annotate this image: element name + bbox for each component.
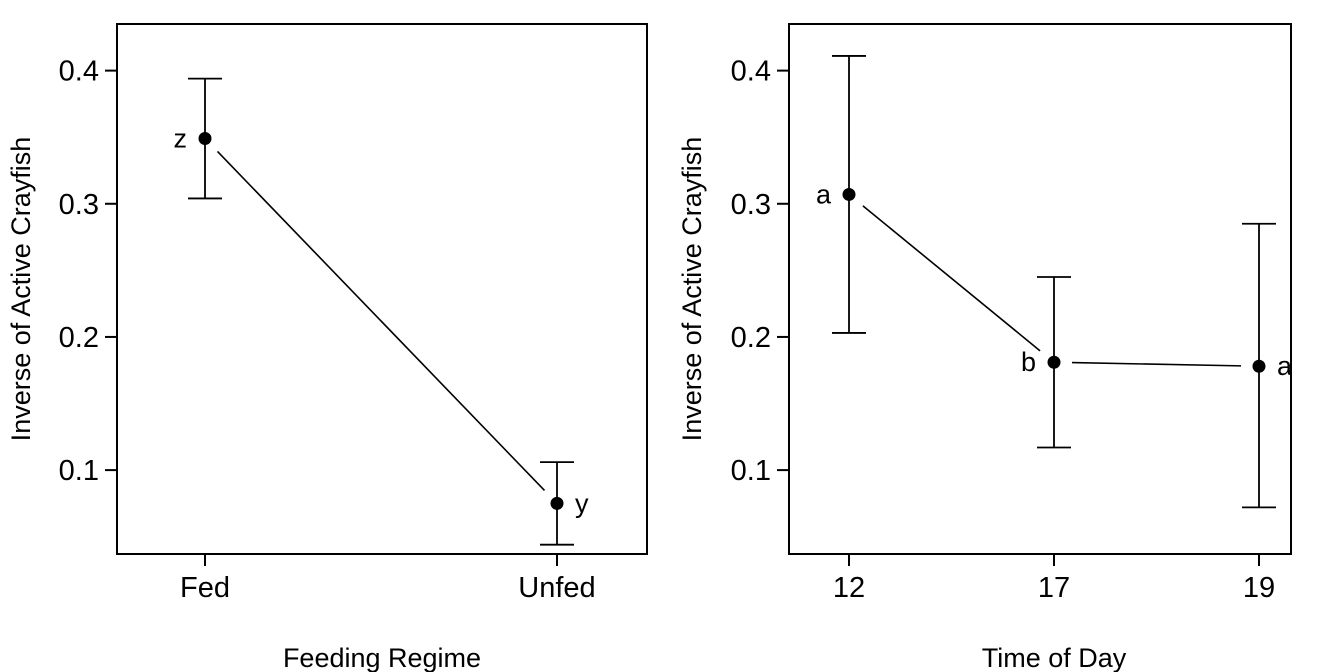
series-line-segment: [216, 150, 546, 491]
significance-label: y: [575, 488, 589, 518]
y-tick-label: 0.4: [731, 56, 771, 88]
y-tick-label: 0.2: [59, 322, 99, 354]
y-axis-title-left: Inverse of Active Crayfish: [6, 137, 36, 442]
y-axis-title-right: Inverse of Active Crayfish: [677, 137, 707, 442]
y-tick-label: 0.3: [731, 189, 771, 221]
y-tick-label: 0.2: [731, 322, 771, 354]
x-tick-label: Fed: [180, 572, 230, 604]
data-point: [198, 132, 212, 146]
plot-frame-right: [788, 23, 1292, 555]
y-tick-label: 0.4: [59, 56, 99, 88]
data-point: [1047, 355, 1061, 369]
x-tick-label: 19: [1243, 572, 1275, 604]
plot-frame-left: [116, 23, 648, 555]
y-tick-label: 0.1: [731, 455, 771, 487]
significance-label: b: [1021, 347, 1036, 377]
data-marks-right: 0.1 0.2 0.3 0.4 12 17 19 a b a: [731, 55, 1293, 604]
y-tick-label: 0.3: [59, 189, 99, 221]
significance-label: z: [174, 124, 188, 154]
significance-label: a: [816, 179, 832, 209]
data-point: [550, 496, 564, 510]
significance-label: a: [1277, 351, 1293, 381]
series-line-segment: [862, 205, 1041, 352]
x-axis-title-right: Time of Day: [982, 643, 1127, 672]
x-tick-label: 12: [833, 572, 865, 604]
chart-panel-feeding-regime: Feeding Regime Inverse of Active Crayfis…: [6, 23, 648, 672]
series-line-segment: [1071, 361, 1242, 367]
x-axis-title-left: Feeding Regime: [283, 643, 481, 672]
chart-panel-time-of-day: Time of Day Inverse of Active Crayfish 0…: [677, 23, 1293, 672]
data-point: [1252, 359, 1266, 373]
x-tick-label: 17: [1038, 572, 1070, 604]
data-marks-left: 0.1 0.2 0.3 0.4 Fed Unfed z y: [59, 56, 596, 604]
data-point: [842, 187, 856, 201]
y-tick-label: 0.1: [59, 455, 99, 487]
x-tick-label: Unfed: [518, 572, 595, 604]
